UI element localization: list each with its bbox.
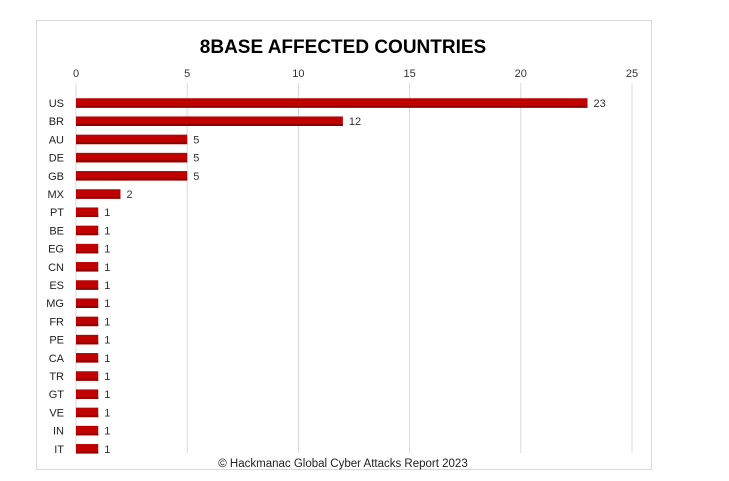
bar xyxy=(76,298,99,308)
bar-shadow xyxy=(76,105,588,108)
bar xyxy=(76,171,188,181)
data-label: 5 xyxy=(193,134,199,146)
data-label: 1 xyxy=(104,335,110,347)
bar-shadow xyxy=(76,233,99,236)
data-label: 1 xyxy=(104,444,110,456)
bar-shadow xyxy=(76,269,99,272)
bar-shadow xyxy=(76,324,99,327)
bar xyxy=(76,262,99,272)
data-label: 1 xyxy=(104,353,110,365)
data-label: 1 xyxy=(104,225,110,237)
chart-title: 8BASE AFFECTED COUNTRIES xyxy=(200,37,486,58)
bar-layer: US 23 BR 12 AU 5 DE 5 GB 5 MX 2 PT 1 BE 1 EG 1 CN 1 ES 1 MG 1 FR… xyxy=(46,98,606,456)
bar xyxy=(76,189,121,199)
bar-shadow xyxy=(76,287,99,290)
data-label: 5 xyxy=(193,153,199,165)
chart-frame: 8BASE AFFECTED COUNTRIES 0 5 10 15 20 25 US 23… xyxy=(36,20,652,470)
bar-shadow xyxy=(76,123,343,126)
category-label: EG xyxy=(48,244,64,256)
chart-footer: © Hackmanac Global Cyber Attacks Report … xyxy=(218,458,467,470)
bar xyxy=(76,280,99,290)
data-label: 1 xyxy=(104,316,110,328)
bar xyxy=(76,152,188,163)
category-label: FR xyxy=(49,316,64,328)
category-label: PE xyxy=(49,335,64,347)
bar xyxy=(76,389,99,399)
bar xyxy=(76,134,188,145)
x-tick-label: 0 xyxy=(73,68,79,80)
x-tick-label: 25 xyxy=(626,68,638,80)
data-label: 1 xyxy=(104,207,110,219)
bar xyxy=(76,98,588,108)
category-label: IT xyxy=(54,444,64,456)
category-label: PT xyxy=(50,207,64,219)
bar-shadow xyxy=(76,160,188,163)
bar-shadow xyxy=(76,342,99,345)
bar-shadow xyxy=(76,178,188,181)
bar-shadow xyxy=(76,360,99,363)
data-label: 1 xyxy=(104,244,110,256)
bar-shadow xyxy=(76,451,99,454)
data-label: 1 xyxy=(104,426,110,438)
bar xyxy=(76,207,99,217)
category-label: US xyxy=(49,98,64,110)
category-label: TR xyxy=(49,371,64,383)
category-label: BR xyxy=(49,116,64,128)
data-label: 23 xyxy=(594,98,606,110)
bar xyxy=(76,444,99,454)
bar xyxy=(76,243,99,254)
category-label: GT xyxy=(49,389,65,401)
x-tick-label: 5 xyxy=(184,68,190,80)
bar xyxy=(76,316,99,327)
bar-shadow xyxy=(76,378,99,381)
bar-shadow xyxy=(76,214,99,217)
category-label: CN xyxy=(48,262,64,274)
bar-shadow xyxy=(76,396,99,399)
data-label: 1 xyxy=(104,280,110,292)
chart-svg: 8BASE AFFECTED COUNTRIES 0 5 10 15 20 25 US 23… xyxy=(46,37,638,470)
category-label: MG xyxy=(46,298,64,310)
bar xyxy=(76,116,343,126)
bar xyxy=(76,425,99,436)
category-label: GB xyxy=(48,171,64,183)
data-label: 2 xyxy=(126,189,132,201)
category-label: ES xyxy=(49,280,64,292)
category-label: AU xyxy=(49,134,64,146)
category-label: VE xyxy=(49,407,64,419)
data-label: 1 xyxy=(104,298,110,310)
data-label: 1 xyxy=(104,371,110,383)
x-tick-label: 15 xyxy=(403,68,415,80)
bar xyxy=(76,225,99,236)
data-label: 5 xyxy=(193,171,199,183)
data-label: 1 xyxy=(104,262,110,274)
data-label: 12 xyxy=(349,116,361,128)
bar xyxy=(76,371,99,381)
category-label: DE xyxy=(49,153,64,165)
category-label: CA xyxy=(49,353,65,365)
bar xyxy=(76,353,99,363)
bar-shadow xyxy=(76,305,99,308)
category-label: BE xyxy=(49,225,64,237)
bar xyxy=(76,334,99,345)
x-tick-label: 10 xyxy=(292,68,304,80)
bar-shadow xyxy=(76,251,99,254)
data-label: 1 xyxy=(104,389,110,401)
data-label: 1 xyxy=(104,407,110,419)
x-tick-label: 20 xyxy=(515,68,527,80)
bar-shadow xyxy=(76,142,188,145)
tick-layer: 0 5 10 15 20 25 xyxy=(73,68,638,80)
bar xyxy=(76,407,99,418)
bar-shadow xyxy=(76,196,121,199)
bar-shadow xyxy=(76,433,99,436)
bar-shadow xyxy=(76,415,99,418)
category-label: MX xyxy=(48,189,65,201)
category-label: IN xyxy=(53,426,64,438)
